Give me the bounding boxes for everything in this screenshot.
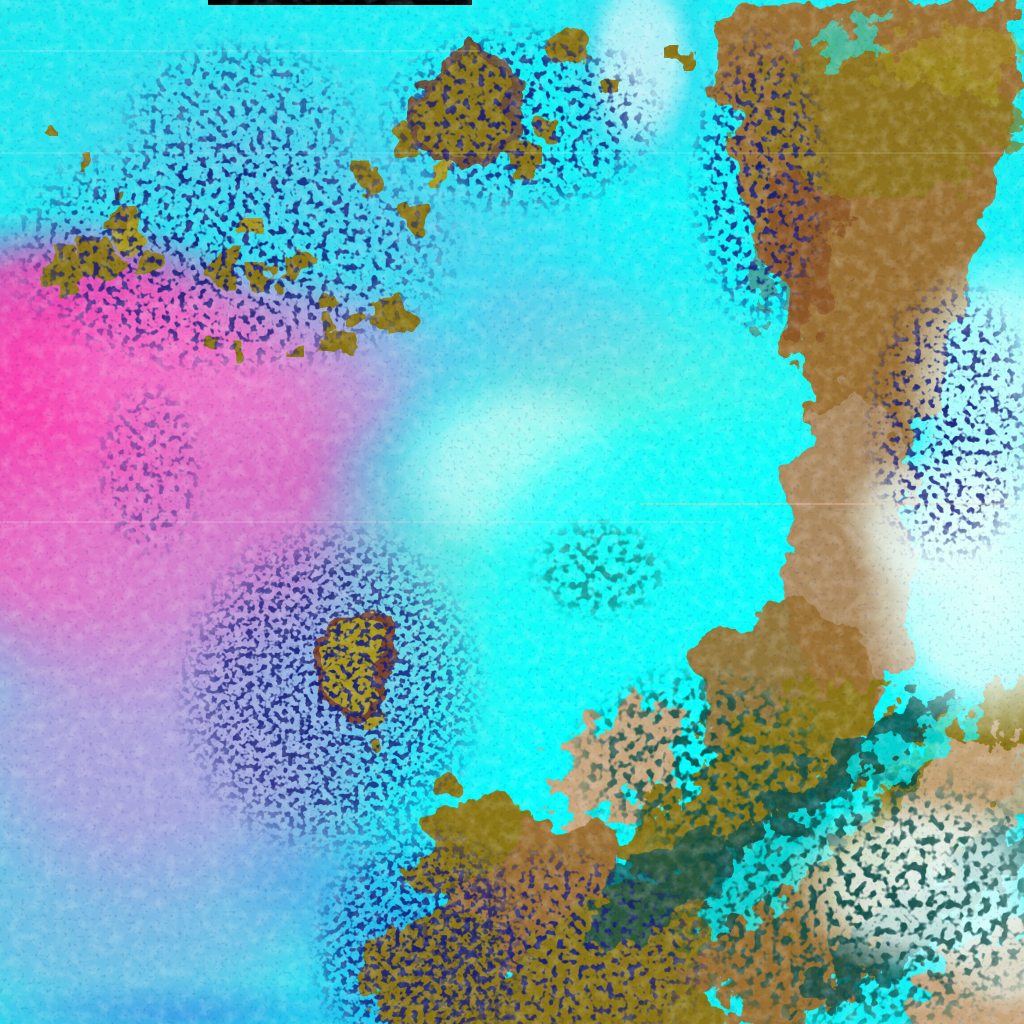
grain-overlay-dark [0,0,1024,1024]
false-color-satellite-image [0,0,1024,1024]
satellite-image-viewport [0,0,1024,1024]
